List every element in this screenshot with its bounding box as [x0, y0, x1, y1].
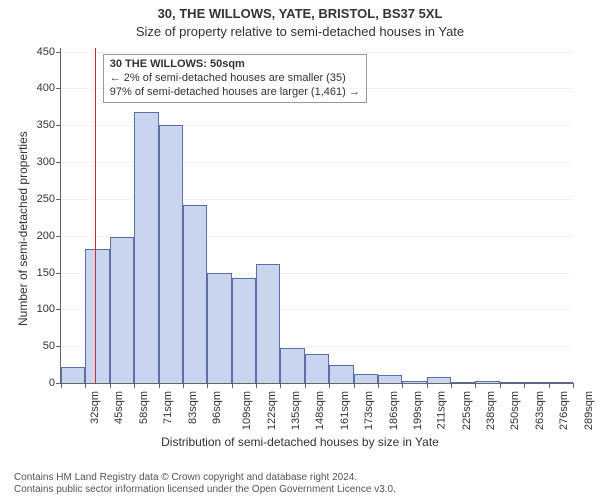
x-tick-mark	[280, 383, 281, 388]
figure: 30, THE WILLOWS, YATE, BRISTOL, BS37 5XL…	[0, 0, 600, 500]
histogram-bar	[402, 381, 426, 383]
plot-area: 30 THE WILLOWS: 50sqm ← 2% of semi-detac…	[60, 48, 573, 384]
subject-marker-line	[95, 48, 96, 383]
x-tick-label: 211sqm	[436, 391, 448, 429]
x-tick-label: 263sqm	[534, 391, 546, 430]
x-tick-mark	[305, 383, 306, 388]
histogram-bar	[378, 375, 402, 383]
y-tick-label: 200	[37, 230, 61, 242]
histogram-bar	[159, 125, 183, 383]
x-tick-mark	[183, 383, 184, 388]
x-tick-mark	[524, 383, 525, 388]
histogram-bar	[329, 365, 353, 383]
annotation-line-1: 30 THE WILLOWS: 50sqm	[110, 58, 360, 72]
x-tick-label: 250sqm	[510, 391, 522, 430]
x-tick-mark	[451, 383, 452, 388]
histogram-bar	[500, 382, 524, 383]
annotation-line-2: ← 2% of semi-detached houses are smaller…	[110, 72, 360, 86]
x-tick-mark	[378, 383, 379, 388]
y-tick-label: 0	[49, 377, 61, 389]
grid-line	[61, 52, 573, 53]
grid-line	[61, 88, 573, 89]
histogram-bar	[475, 381, 499, 383]
histogram-bar	[549, 382, 573, 383]
x-tick-mark	[159, 383, 160, 388]
y-tick-label: 350	[37, 119, 61, 131]
histogram-bar	[232, 278, 256, 383]
x-tick-mark	[85, 383, 86, 388]
chart-title-main: 30, THE WILLOWS, YATE, BRISTOL, BS37 5XL	[0, 6, 600, 21]
x-tick-label: 161sqm	[339, 391, 351, 430]
x-tick-mark	[207, 383, 208, 388]
x-tick-label: 58sqm	[138, 391, 150, 424]
x-tick-mark	[573, 383, 574, 388]
x-tick-mark	[110, 383, 111, 388]
x-tick-label: 276sqm	[558, 391, 570, 430]
y-tick-label: 300	[37, 156, 61, 168]
footer-attribution: Contains HM Land Registry data © Crown c…	[0, 472, 600, 496]
x-tick-label: 83sqm	[187, 391, 199, 424]
y-tick-label: 400	[37, 82, 61, 94]
x-tick-label: 186sqm	[388, 391, 400, 430]
x-tick-mark	[61, 383, 62, 388]
x-tick-mark	[402, 383, 403, 388]
x-tick-mark	[134, 383, 135, 388]
x-tick-label: 71sqm	[162, 391, 174, 424]
x-tick-mark	[232, 383, 233, 388]
histogram-bar	[280, 348, 304, 383]
histogram-bar	[427, 377, 451, 383]
x-tick-label: 199sqm	[412, 391, 424, 430]
histogram-bar	[451, 382, 475, 383]
x-tick-label: 173sqm	[363, 391, 375, 430]
x-tick-label: 122sqm	[266, 391, 278, 430]
x-tick-label: 238sqm	[485, 391, 497, 430]
histogram-bar	[61, 367, 85, 383]
x-tick-label: 32sqm	[89, 391, 101, 424]
histogram-bar	[305, 354, 329, 383]
histogram-bar	[354, 374, 378, 383]
y-tick-label: 150	[37, 267, 61, 279]
x-tick-mark	[427, 383, 428, 388]
histogram-bar	[110, 237, 134, 383]
x-tick-label: 45sqm	[113, 391, 125, 424]
x-tick-label: 148sqm	[315, 391, 327, 430]
histogram-bar	[524, 382, 548, 383]
x-tick-label: 225sqm	[461, 391, 473, 430]
y-axis-label: Number of semi-detached properties	[16, 131, 30, 326]
x-tick-label: 96sqm	[211, 391, 223, 424]
y-tick-label: 100	[37, 303, 61, 315]
x-tick-label: 109sqm	[241, 391, 253, 430]
x-tick-mark	[549, 383, 550, 388]
annotation-box: 30 THE WILLOWS: 50sqm ← 2% of semi-detac…	[103, 54, 367, 103]
x-tick-mark	[256, 383, 257, 388]
y-tick-label: 450	[37, 46, 61, 58]
histogram-bar	[134, 112, 158, 383]
footer-line-1: Contains HM Land Registry data © Crown c…	[14, 472, 600, 484]
x-tick-mark	[500, 383, 501, 388]
footer-line-2: Contains public sector information licen…	[14, 484, 600, 496]
histogram-bar	[85, 249, 109, 383]
x-axis-label: Distribution of semi-detached houses by …	[0, 435, 600, 449]
x-tick-mark	[475, 383, 476, 388]
histogram-bar	[256, 264, 280, 383]
histogram-bar	[207, 273, 231, 383]
y-tick-label: 250	[37, 193, 61, 205]
x-tick-label: 135sqm	[290, 391, 302, 430]
histogram-bar	[183, 205, 207, 383]
x-tick-mark	[354, 383, 355, 388]
x-tick-label: 289sqm	[583, 391, 595, 430]
chart-title-sub: Size of property relative to semi-detach…	[0, 24, 600, 39]
y-tick-label: 50	[43, 340, 61, 352]
x-tick-mark	[329, 383, 330, 388]
